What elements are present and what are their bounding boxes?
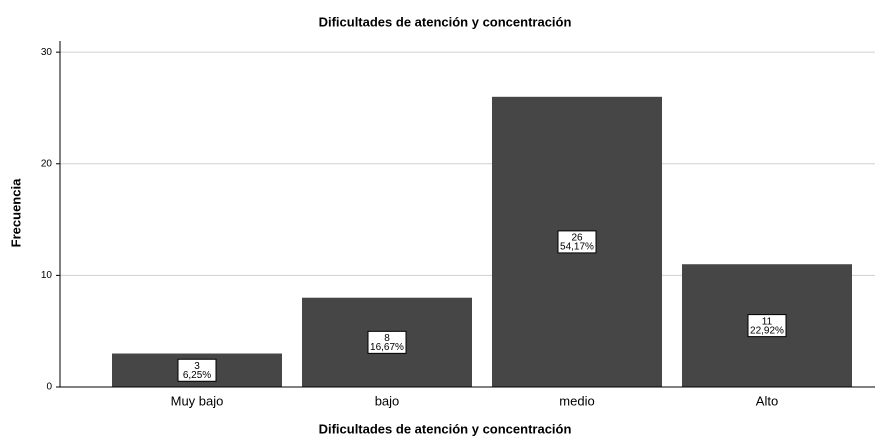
data-label: 11 (762, 316, 773, 327)
data-label-box (747, 314, 787, 338)
y-tick-label: 10 (41, 270, 53, 281)
y-tick-label: 30 (41, 47, 53, 58)
data-label-percent: 54,17% (560, 242, 594, 253)
x-tick-label: Muy bajo (171, 393, 224, 408)
data-label-percent: 6,25% (183, 370, 211, 381)
x-axis-label: Dificultades de atención y concentración (319, 421, 572, 436)
chart-title: Dificultades de atención y concentración (319, 14, 572, 29)
data-label-percent: 22,92% (750, 325, 784, 336)
data-label-percent: 16,67% (370, 342, 404, 353)
data-label-box (557, 230, 597, 254)
data-label: 8 (384, 333, 390, 344)
x-tick-label: bajo (375, 393, 400, 408)
data-label: 3 (194, 361, 200, 372)
x-tick-label: Alto (756, 393, 778, 408)
y-tick-label: 20 (41, 158, 53, 169)
y-tick-label: 0 (46, 382, 52, 393)
data-label-box (177, 358, 217, 382)
data-label: 26 (571, 233, 583, 244)
data-label-box (367, 330, 407, 354)
y-axis-label: Frecuencia (8, 178, 23, 247)
x-tick-label: medio (559, 393, 594, 408)
